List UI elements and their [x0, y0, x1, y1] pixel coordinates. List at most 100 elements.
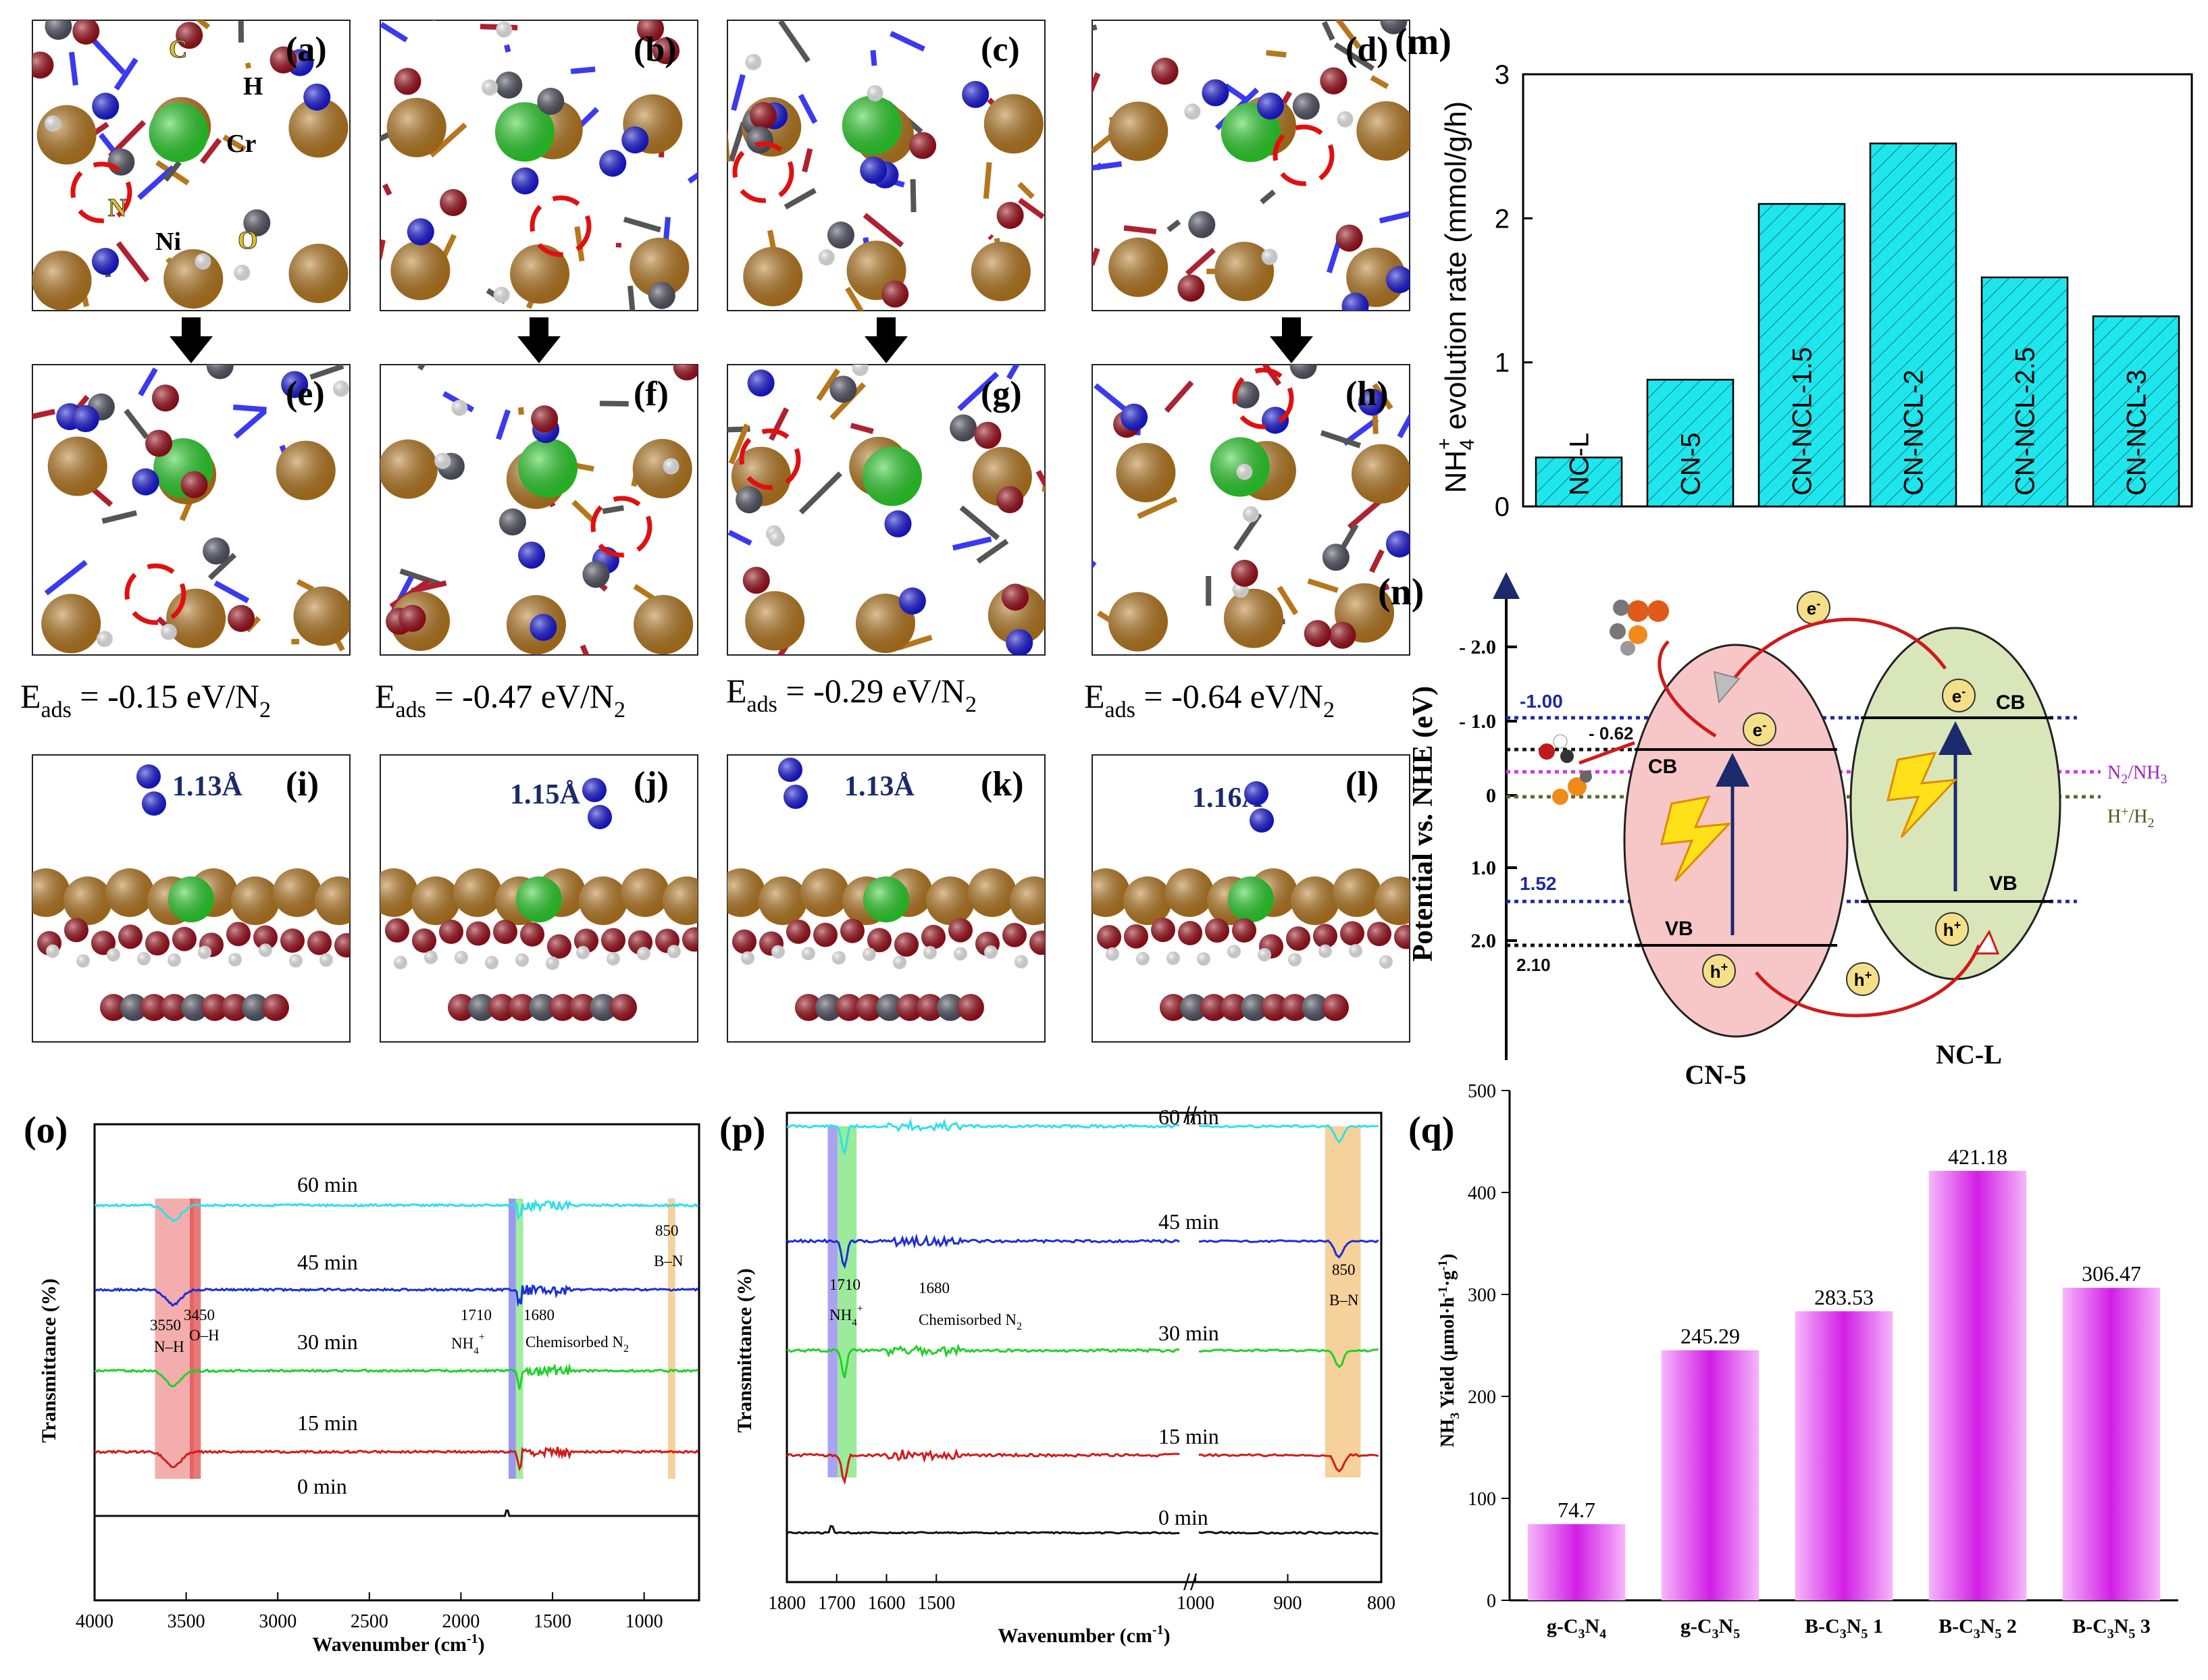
atom-shade	[334, 933, 350, 957]
atom-shade	[1188, 211, 1216, 238]
highlight-circle	[530, 195, 592, 257]
series-label-p-4: 0 min	[1158, 1505, 1208, 1529]
chart-m-frame	[1522, 73, 2193, 508]
atom-shade	[172, 926, 197, 951]
chart-p-ylabel: Transmittance (%)	[734, 1268, 756, 1433]
atom-shade	[582, 560, 610, 588]
atom-shade	[488, 994, 515, 1021]
cn5-cb-label: CB	[1648, 756, 1677, 778]
atom-shade	[424, 950, 438, 964]
atom-shade	[1124, 924, 1148, 949]
highlight-circle	[739, 428, 801, 490]
atom-shade	[394, 68, 421, 95]
chart-m-ylabel: NH4+ evolution rate (mmol/g/h)	[1433, 101, 1479, 494]
atom-shade	[288, 243, 349, 303]
atom-shade	[253, 925, 278, 950]
atom-shade	[32, 251, 92, 311]
down-arrow-icon	[877, 317, 896, 338]
atom-shade	[950, 414, 977, 442]
structure-panel-g: (g)	[727, 364, 1046, 656]
structure-panel-f: (f)	[380, 364, 698, 656]
bar-q-1	[1661, 1350, 1760, 1600]
atom-shade	[1202, 79, 1229, 107]
reduction-arrow	[1658, 640, 1717, 738]
atom-shade	[511, 167, 539, 194]
structure-panel-h: (h)	[1092, 364, 1410, 656]
atom-shade	[451, 399, 468, 416]
hole-icon	[1702, 954, 1736, 988]
highlight-circle	[1232, 367, 1294, 429]
atom-shade	[36, 105, 97, 165]
atom-shade	[610, 994, 637, 1021]
anno-p-1680: 1680	[919, 1280, 950, 1296]
atom-label-o: O	[238, 226, 258, 255]
chart-n: (n) - 2.0 - 1.0 0 1.0 2.0 Potential vs. NHE …	[1378, 571, 2167, 1090]
atom-shade	[1304, 620, 1331, 648]
chart-p: (p) // // 60 min 45 min 30 min 15 min 0 min 1…	[719, 1103, 1395, 1647]
bar-m-0	[1535, 456, 1623, 508]
atom-shade	[380, 439, 438, 499]
atom-shade	[485, 955, 498, 970]
structure-panel-d: (d)	[1092, 20, 1410, 311]
atom-shade	[293, 586, 350, 646]
atom-shade	[1313, 924, 1337, 949]
atom-shade	[47, 436, 107, 496]
atom-shade	[180, 471, 208, 498]
atom-shade	[996, 486, 1024, 514]
spectrum-o-0	[94, 1199, 699, 1222]
panel-label: (f)	[634, 375, 669, 413]
hole-icon	[1846, 962, 1880, 996]
atom-shade	[842, 95, 902, 155]
atom-shade	[466, 921, 490, 946]
atom-shade	[493, 919, 517, 944]
bar-q-label-1: g-C3N5	[1680, 1615, 1740, 1642]
spectrum-o-4	[95, 1509, 698, 1517]
panel-label: (d)	[1345, 30, 1389, 69]
atom-shade	[652, 37, 680, 65]
bar-m-label-1: CN-5	[1676, 433, 1706, 496]
atom-shade	[1180, 994, 1207, 1021]
atom-shade	[909, 132, 937, 159]
atom-shade	[1302, 994, 1329, 1021]
atom-shade	[166, 588, 226, 648]
atom-shade	[289, 953, 303, 968]
atom-shade	[1335, 224, 1363, 252]
atom-shade	[607, 951, 620, 966]
atom-shade	[840, 918, 865, 943]
atom-shade	[1006, 629, 1033, 655]
atom-shade	[601, 928, 625, 953]
tick-label-o: 2500	[351, 1611, 388, 1632]
atom-shade	[1242, 506, 1259, 523]
atom-shade	[818, 249, 835, 266]
atom-shade	[1151, 918, 1175, 943]
atom-shade	[1015, 955, 1028, 969]
atom-shade	[1322, 544, 1350, 571]
atom-shade	[829, 375, 857, 403]
tick-label-o: 4000	[76, 1611, 113, 1632]
atom-shade	[259, 943, 272, 957]
atom-shade	[222, 994, 249, 1021]
structure-panel-a: (a)	[32, 20, 351, 311]
atom-shade	[482, 79, 498, 96]
highlight-circle	[590, 496, 652, 558]
atom-shade	[1197, 952, 1210, 966]
bar-q-value-2: 283.53	[1814, 1285, 1874, 1309]
atom-shade	[1092, 868, 1130, 917]
atom-shade	[576, 945, 590, 960]
atom-shade	[1002, 922, 1027, 947]
atom-shade	[954, 947, 967, 961]
electron-icon	[1743, 712, 1776, 746]
atom-shade	[494, 102, 555, 162]
ref-h-h2: H+/H2	[2107, 804, 2155, 831]
atom-shade	[1231, 559, 1258, 587]
atom-shade	[926, 876, 975, 925]
atom-shade	[228, 953, 242, 967]
atom-shade	[496, 21, 513, 38]
atom-shade	[983, 94, 1044, 154]
atom-shade	[262, 994, 289, 1021]
atom-shade	[46, 944, 59, 958]
atom-shade	[549, 994, 576, 1021]
panel-label: (c)	[981, 30, 1020, 69]
atom-shade	[151, 384, 179, 412]
tick-label-m: 0	[1495, 492, 1510, 522]
